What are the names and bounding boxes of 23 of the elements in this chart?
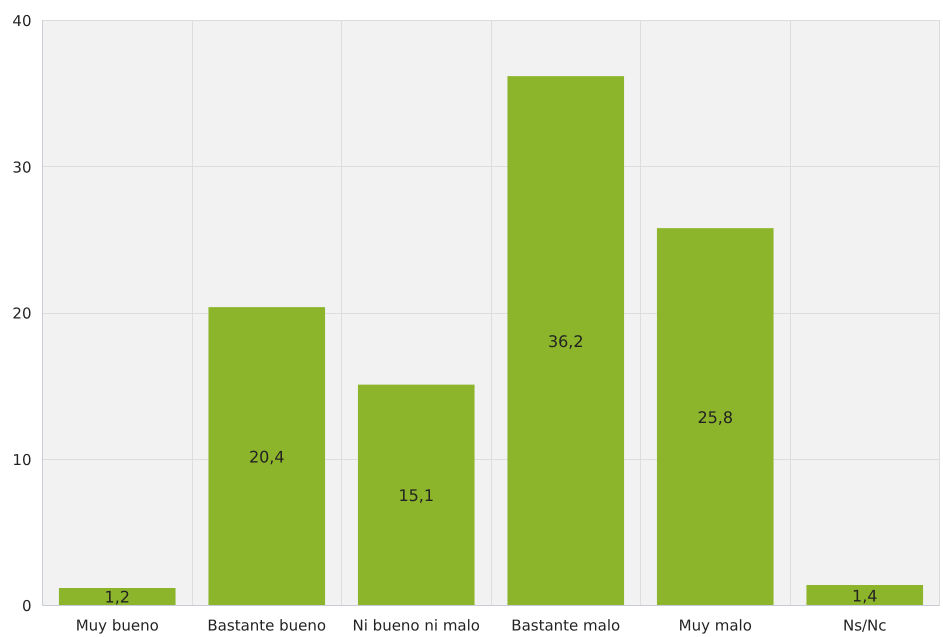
x-tick-label: Bastante malo <box>511 616 620 634</box>
x-tick-label: Bastante bueno <box>207 616 326 634</box>
bar <box>806 585 924 606</box>
bar <box>656 228 774 606</box>
data-label: 25,8 <box>697 408 734 427</box>
bar <box>208 307 326 606</box>
bar <box>58 588 176 606</box>
data-label: 15,1 <box>398 486 434 506</box>
data-label: 1,4 <box>852 586 878 606</box>
data-label: 36,2 <box>548 332 584 351</box>
data-label: 1,2 <box>104 588 130 607</box>
y-tick-label: 10 <box>12 450 32 469</box>
x-tick-label: Ni bueno ni malo <box>352 616 480 634</box>
y-tick-label: 30 <box>12 158 32 176</box>
y-tick-label: 40 <box>12 12 32 30</box>
y-tick-label: 0 <box>22 597 32 615</box>
x-tick-label: Ns/Nc <box>842 616 887 634</box>
bar <box>358 384 475 606</box>
x-tick-label: Muy malo <box>678 616 752 634</box>
x-tick-label: Muy bueno <box>76 616 159 634</box>
data-label: 20,4 <box>248 447 285 466</box>
y-tick-label: 20 <box>12 304 32 322</box>
bar <box>507 76 624 606</box>
